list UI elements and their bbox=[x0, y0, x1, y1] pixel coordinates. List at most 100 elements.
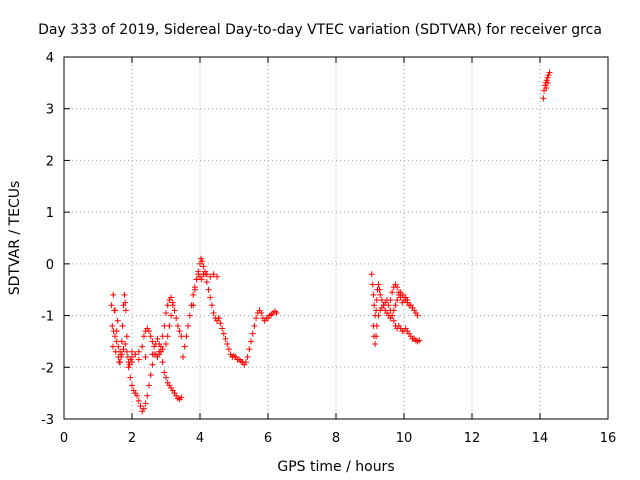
x-tick-label: 0 bbox=[60, 431, 68, 446]
data-point bbox=[373, 297, 380, 304]
data-point bbox=[208, 302, 215, 309]
data-point bbox=[178, 333, 185, 340]
grid bbox=[64, 57, 608, 419]
data-point bbox=[173, 315, 180, 322]
data-point bbox=[183, 333, 190, 340]
data-point bbox=[390, 317, 397, 324]
data-point bbox=[109, 322, 116, 329]
data-point bbox=[168, 312, 175, 319]
data-point bbox=[416, 337, 423, 344]
data-point bbox=[190, 302, 197, 309]
data-point bbox=[151, 343, 158, 350]
x-tick-label: 16 bbox=[600, 431, 617, 446]
x-tick-label: 10 bbox=[396, 431, 413, 446]
data-point bbox=[199, 258, 206, 265]
data-point bbox=[163, 309, 169, 316]
data-point bbox=[198, 255, 205, 262]
data-point bbox=[134, 392, 141, 399]
data-point bbox=[164, 302, 171, 309]
y-tick-label: -1 bbox=[41, 310, 54, 325]
data-point bbox=[372, 341, 379, 348]
data-point bbox=[129, 382, 135, 389]
data-point bbox=[190, 291, 197, 298]
data-point bbox=[164, 333, 171, 340]
data-point bbox=[163, 374, 169, 381]
data-point bbox=[246, 346, 253, 353]
data-point bbox=[125, 364, 132, 371]
data-point bbox=[117, 359, 124, 366]
data-point bbox=[122, 341, 129, 348]
data-point bbox=[542, 82, 549, 89]
data-point bbox=[142, 400, 149, 407]
data-point bbox=[220, 330, 227, 337]
data-point bbox=[544, 79, 551, 86]
data-point bbox=[207, 294, 214, 301]
x-tick-labels: 0 2 4 6 8 10 12 14 16 bbox=[60, 431, 616, 446]
data-point bbox=[140, 333, 147, 340]
data-point bbox=[545, 72, 552, 79]
data-point bbox=[371, 302, 378, 309]
data-point bbox=[113, 328, 120, 335]
y-tick-label: 1 bbox=[46, 206, 54, 221]
data-point bbox=[404, 297, 411, 304]
data-point bbox=[370, 291, 377, 298]
data-point bbox=[171, 307, 178, 314]
data-point bbox=[191, 286, 198, 293]
x-tick-label: 8 bbox=[332, 431, 340, 446]
x-tick-label: 4 bbox=[196, 431, 204, 446]
data-point bbox=[161, 322, 168, 329]
data-point bbox=[159, 359, 166, 366]
data-point bbox=[180, 353, 186, 360]
data-point bbox=[114, 317, 121, 324]
data-point bbox=[115, 353, 122, 360]
data-point bbox=[244, 353, 251, 360]
data-point bbox=[369, 281, 376, 288]
data-point bbox=[205, 286, 212, 293]
data-point bbox=[166, 322, 173, 329]
x-tick-label: 14 bbox=[532, 431, 549, 446]
data-point bbox=[200, 263, 207, 270]
data-point bbox=[214, 273, 220, 280]
data-point bbox=[149, 338, 156, 345]
data-point bbox=[225, 346, 232, 353]
data-point bbox=[224, 341, 231, 348]
data-point bbox=[123, 333, 130, 340]
data-point bbox=[375, 281, 382, 288]
data-point bbox=[159, 333, 166, 340]
data-point bbox=[168, 294, 175, 301]
data-point bbox=[394, 297, 401, 304]
x-tick-label: 2 bbox=[128, 431, 136, 446]
data-point bbox=[108, 302, 115, 309]
data-point bbox=[119, 322, 126, 329]
data-point bbox=[146, 328, 152, 335]
data-point bbox=[161, 369, 168, 376]
data-point bbox=[395, 289, 402, 296]
data-point bbox=[176, 328, 183, 335]
data-point bbox=[178, 394, 185, 401]
data-point bbox=[198, 276, 205, 283]
data-point bbox=[222, 335, 229, 342]
y-tick-label: 4 bbox=[46, 51, 54, 66]
data-point bbox=[112, 307, 118, 314]
data-point bbox=[373, 322, 380, 329]
data-point bbox=[215, 315, 222, 322]
data-point bbox=[139, 343, 146, 350]
data-point bbox=[113, 338, 120, 345]
data-point bbox=[253, 315, 260, 322]
y-tick-labels: -3 -2 -1 0 1 2 3 4 bbox=[41, 51, 54, 428]
data-point bbox=[248, 338, 254, 345]
chart-title: Day 333 of 2019, Sidereal Day-to-day VTE… bbox=[38, 22, 602, 38]
data-point bbox=[163, 341, 169, 348]
data-point bbox=[385, 302, 392, 309]
data-point bbox=[242, 359, 249, 366]
data-point bbox=[540, 95, 547, 102]
data-point bbox=[389, 312, 396, 319]
data-point bbox=[387, 307, 394, 314]
data-point bbox=[210, 309, 217, 316]
data-point bbox=[186, 312, 193, 319]
data-point bbox=[546, 69, 553, 76]
data-point bbox=[135, 348, 142, 355]
data-point bbox=[154, 335, 161, 342]
data-point bbox=[377, 291, 384, 298]
